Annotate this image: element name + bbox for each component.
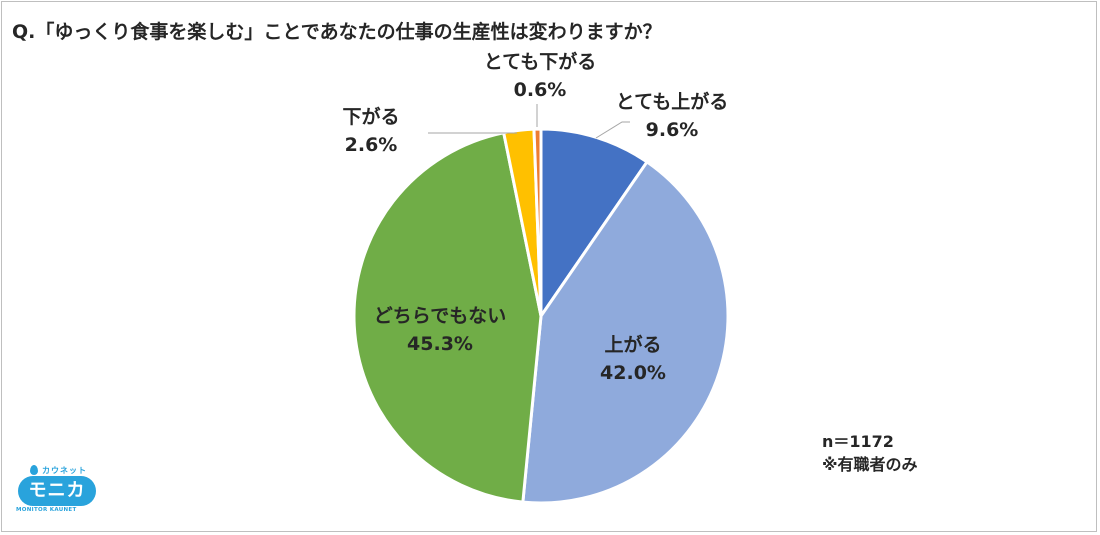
slice-category-label: どちらでもない	[374, 305, 506, 327]
sample-note: n＝1172 ※有職者のみ	[822, 430, 918, 476]
drop-icon	[30, 465, 38, 475]
slice-value-label: 0.6%	[514, 79, 567, 101]
slice-value-label: 2.6%	[345, 134, 398, 156]
slice-category-label: とても下がる	[484, 50, 596, 73]
slice-category-label: とても上がる	[616, 90, 728, 113]
pie-slice	[352, 131, 543, 504]
leader-line	[595, 121, 630, 139]
sample-scope: ※有職者のみ	[822, 455, 918, 474]
slice-value-label: 45.3%	[407, 333, 473, 355]
slice-category-label: 上がる	[604, 333, 661, 356]
logo-sub: MONITOR KAUNET	[16, 507, 77, 513]
slice-value-label: 42.0%	[600, 362, 666, 384]
slice-value-label: 9.6%	[646, 119, 699, 141]
slice-category-label: 下がる	[342, 105, 399, 128]
pie-slice	[532, 127, 543, 318]
sample-size: n＝1172	[822, 432, 894, 451]
pie-slice	[521, 160, 730, 505]
chart-title: Q.「ゆっくり食事を楽しむ」ことであなたの仕事の生産性は変わりますか？	[12, 21, 662, 43]
logo-kana: カウネット	[42, 466, 87, 475]
logo-name: モニカ	[18, 476, 96, 506]
monika-logo: カウネット モニカ MONITOR KAUNET	[16, 465, 100, 517]
